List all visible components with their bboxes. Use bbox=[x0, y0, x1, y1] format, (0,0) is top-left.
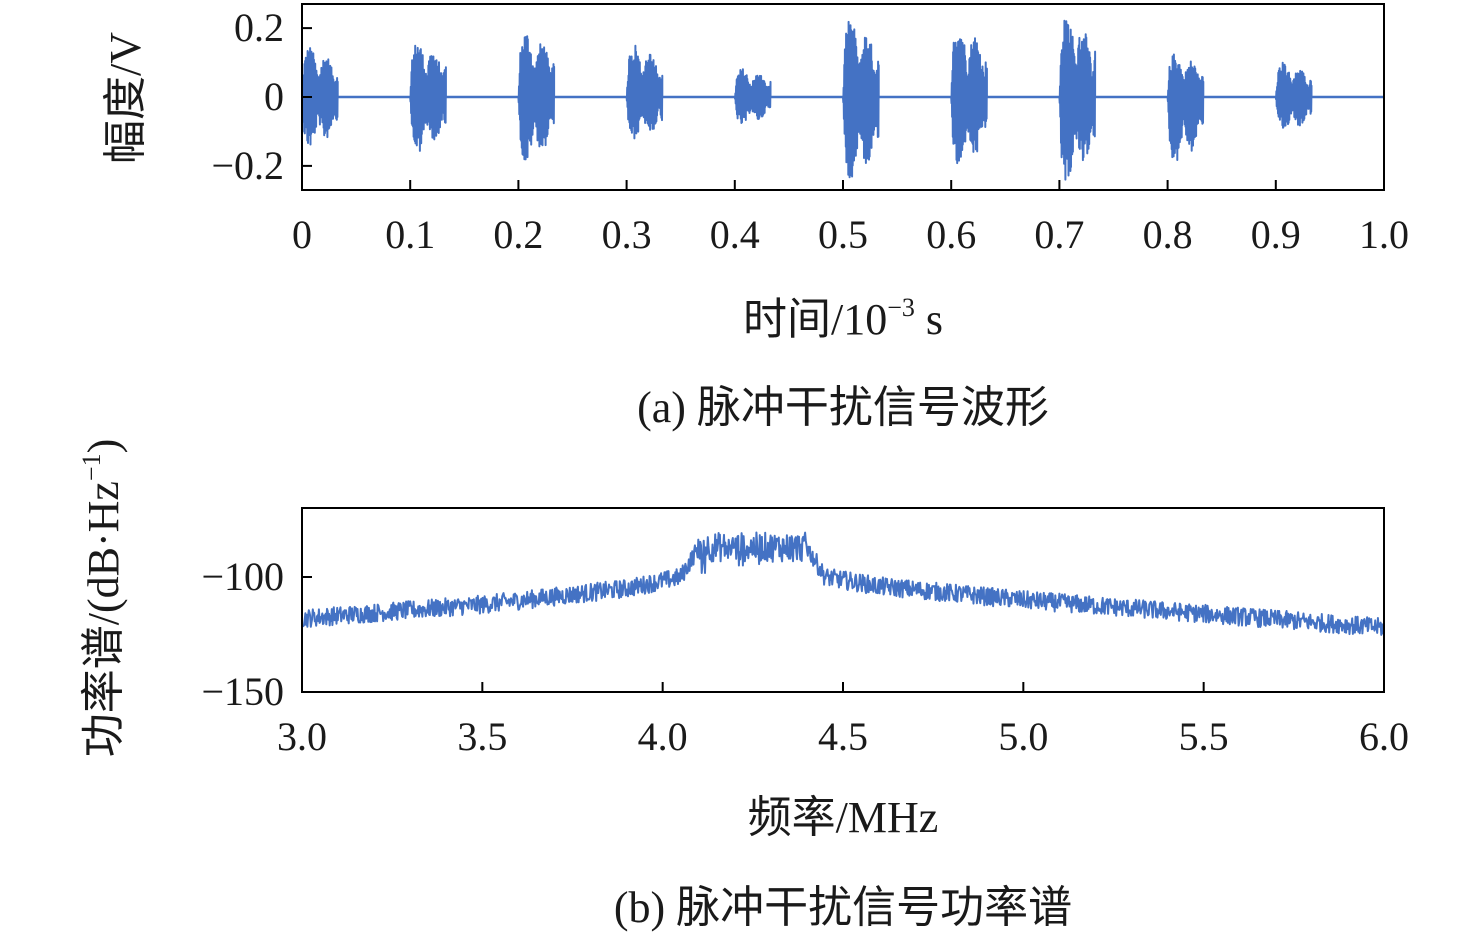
waveform-burst bbox=[409, 44, 447, 152]
spectrum-y-ticks: −100 −150 bbox=[201, 554, 312, 714]
waveform-x-ticks: 0 0.1 0.2 0.3 0.4 0.5 0.6 0.7 0.8 0.9 1.0 bbox=[292, 180, 1409, 257]
waveform-burst bbox=[1166, 53, 1205, 161]
waveform-x-tick-label: 0.6 bbox=[926, 212, 976, 257]
waveform-x-tick-label: 0 bbox=[292, 212, 312, 257]
spectrum-plot-area bbox=[301, 531, 1385, 636]
spectrum-x-tick-label: 4.5 bbox=[818, 714, 868, 759]
waveform-caption: (a) 脉冲干扰信号波形 bbox=[637, 383, 1049, 432]
waveform-panel: 0 0.1 0.2 0.3 0.4 0.5 0.6 0.7 0.8 0.9 1.0 0.20−0.2… bbox=[101, 3, 1409, 432]
waveform-y-ticks: 0.2 0 −0.2 bbox=[211, 5, 312, 188]
waveform-x-tick-label: 0.4 bbox=[710, 212, 760, 257]
waveform-y-tick-label: 0 bbox=[264, 74, 284, 119]
spectrum-line bbox=[301, 531, 1385, 636]
waveform-burst bbox=[950, 37, 988, 165]
spectrum-x-tick-label: 6.0 bbox=[1359, 714, 1409, 759]
spectrum-x-tick-label: 5.5 bbox=[1179, 714, 1229, 759]
spectrum-y-tick-label: −150 bbox=[201, 669, 284, 714]
waveform-burst bbox=[1058, 19, 1097, 181]
waveform-x-tick-label: 0.2 bbox=[493, 212, 543, 257]
spectrum-x-tick-label: 4.0 bbox=[638, 714, 688, 759]
waveform-x-tick-label: 0.9 bbox=[1251, 212, 1301, 257]
spectrum-x-tick-label: 5.0 bbox=[998, 714, 1048, 759]
spectrum-x-ticks: 3.0 3.5 4.0 4.5 5.0 5.5 6.0 bbox=[277, 682, 1409, 759]
spectrum-y-tick-label: −100 bbox=[201, 554, 284, 599]
spectrum-plot-frame bbox=[301, 507, 1385, 693]
spectrum-panel: 3.0 3.5 4.0 4.5 5.0 5.5 6.0 −100 −150 频率/MHz 功率… bbox=[77, 439, 1409, 932]
waveform-y-tick-label: 0.2 bbox=[234, 5, 284, 50]
spectrum-y-axis-title: 功率谱/(dB·Hz−1) bbox=[77, 439, 128, 758]
waveform-burst bbox=[517, 35, 556, 161]
waveform-x-tick-label: 0.5 bbox=[818, 212, 868, 257]
spectrum-x-tick-label: 3.5 bbox=[457, 714, 507, 759]
waveform-burst bbox=[625, 44, 664, 140]
waveform-x-tick-label: 0.3 bbox=[602, 212, 652, 257]
waveform-burst bbox=[842, 20, 880, 179]
waveform-burst bbox=[733, 68, 772, 124]
waveform-plot-area bbox=[301, 19, 1384, 181]
waveform-burst bbox=[301, 47, 339, 146]
spectrum-caption: (b) 脉冲干扰信号功率谱 bbox=[614, 883, 1072, 932]
spectrum-x-axis-title: 频率/MHz bbox=[748, 793, 939, 842]
spectrum-x-tick-label: 3.0 bbox=[277, 714, 327, 759]
waveform-x-tick-label: 1.0 bbox=[1359, 212, 1409, 257]
waveform-y-axis-title: 幅度/V bbox=[101, 32, 150, 164]
waveform-burst bbox=[1274, 61, 1313, 129]
waveform-x-tick-label: 0.7 bbox=[1034, 212, 1084, 257]
waveform-x-tick-label: 0.1 bbox=[385, 212, 435, 257]
waveform-y-tick-label: −0.2 bbox=[211, 143, 284, 188]
waveform-x-tick-label: 0.8 bbox=[1143, 212, 1193, 257]
waveform-x-axis-title: 时间/10−3 s bbox=[743, 293, 943, 344]
